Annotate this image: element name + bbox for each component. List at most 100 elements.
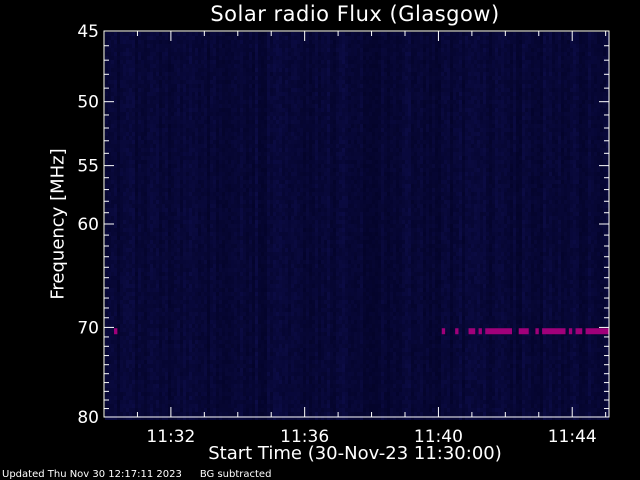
heatmap-cell [114, 72, 117, 76]
heatmap-cell [147, 120, 150, 124]
heatmap-cell [213, 372, 216, 376]
heatmap-cell [186, 300, 189, 304]
heatmap-cell [114, 136, 117, 140]
heatmap-cell [234, 144, 237, 148]
heatmap-cell [231, 180, 234, 184]
heatmap-cell [159, 320, 162, 324]
heatmap-cell [204, 228, 207, 232]
heatmap-cell [240, 80, 243, 84]
heatmap-cell [153, 340, 156, 344]
heatmap-cell [186, 112, 189, 116]
heatmap-cell [147, 248, 150, 252]
heatmap-cell [174, 56, 177, 60]
heatmap-cell [243, 216, 246, 220]
heatmap-cell [240, 412, 243, 416]
heatmap-cell [120, 108, 123, 112]
heatmap-cell [162, 80, 165, 84]
heatmap-cell [225, 128, 228, 132]
heatmap-cell [237, 172, 240, 176]
heatmap-cell [216, 388, 219, 392]
heatmap-cell [198, 280, 201, 284]
heatmap-cell [195, 392, 198, 396]
heatmap-cell [213, 284, 216, 288]
heatmap-cell [111, 44, 114, 48]
heatmap-cell [138, 368, 141, 372]
heatmap-cell [162, 236, 165, 240]
heatmap-cell [225, 132, 228, 136]
heatmap-cell [141, 72, 144, 76]
heatmap-cell [105, 96, 108, 100]
heatmap-cell [198, 168, 201, 172]
heatmap-cell [234, 280, 237, 284]
heatmap-cell [189, 332, 192, 336]
heatmap-cell [120, 292, 123, 296]
heatmap-cell [216, 112, 219, 116]
heatmap-cell [243, 140, 246, 144]
heatmap-cell [201, 44, 204, 48]
heatmap-cell [180, 304, 183, 308]
heatmap-cell [147, 100, 150, 104]
heatmap-cell [177, 152, 180, 156]
heatmap-cell [165, 328, 168, 332]
heatmap-cell [123, 144, 126, 148]
heatmap-cell [204, 296, 207, 300]
heatmap-cell [135, 384, 138, 388]
heatmap-cell [165, 356, 168, 360]
heatmap-cell [159, 212, 162, 216]
heatmap-cell [168, 396, 171, 400]
heatmap-cell [225, 180, 228, 184]
heatmap-cell [195, 84, 198, 88]
heatmap-cell [216, 80, 219, 84]
heatmap-cell [171, 60, 174, 64]
heatmap-cell [126, 260, 129, 264]
heatmap-cell [195, 64, 198, 68]
heatmap-cell [219, 260, 222, 264]
heatmap-cell [147, 364, 150, 368]
heatmap-cell [234, 176, 237, 180]
heatmap-cell [231, 396, 234, 400]
heatmap-cell [105, 404, 108, 408]
heatmap-cell [129, 152, 132, 156]
heatmap-cell [222, 84, 225, 88]
heatmap-cell [186, 64, 189, 68]
heatmap-cell [117, 68, 120, 72]
heatmap-cell [174, 312, 177, 316]
heatmap-cell [159, 268, 162, 272]
heatmap-cell [180, 324, 183, 328]
heatmap-cell [123, 268, 126, 272]
heatmap-cell [246, 348, 249, 352]
heatmap-cell [204, 312, 207, 316]
heatmap-cell [228, 168, 231, 172]
heatmap-cell [174, 320, 177, 324]
heatmap-cell [123, 372, 126, 376]
heatmap-cell [204, 336, 207, 340]
heatmap-cell [237, 184, 240, 188]
heatmap-cell [201, 212, 204, 216]
heatmap-cell [132, 188, 135, 192]
heatmap-cell [195, 116, 198, 120]
heatmap-cell [219, 164, 222, 168]
heatmap-cell [207, 252, 210, 256]
heatmap-cell [210, 308, 213, 312]
heatmap-cell [171, 276, 174, 280]
heatmap-cell [192, 152, 195, 156]
heatmap-cell [180, 88, 183, 92]
heatmap-cell [159, 240, 162, 244]
heatmap-cell [126, 172, 129, 176]
heatmap-cell [147, 300, 150, 304]
heatmap-cell [204, 244, 207, 248]
heatmap-cell [225, 56, 228, 60]
heatmap-cell [108, 64, 111, 68]
heatmap-cell [159, 256, 162, 260]
heatmap-cell [246, 192, 249, 196]
heatmap-cell [123, 344, 126, 348]
heatmap-cell [231, 140, 234, 144]
heatmap-cell [150, 348, 153, 352]
heatmap-cell [126, 176, 129, 180]
heatmap-cell [123, 324, 126, 328]
heatmap-cell [228, 384, 231, 388]
heatmap-cell [120, 300, 123, 304]
heatmap-cell [129, 64, 132, 68]
heatmap-cell [204, 64, 207, 68]
heatmap-cell [243, 76, 246, 80]
